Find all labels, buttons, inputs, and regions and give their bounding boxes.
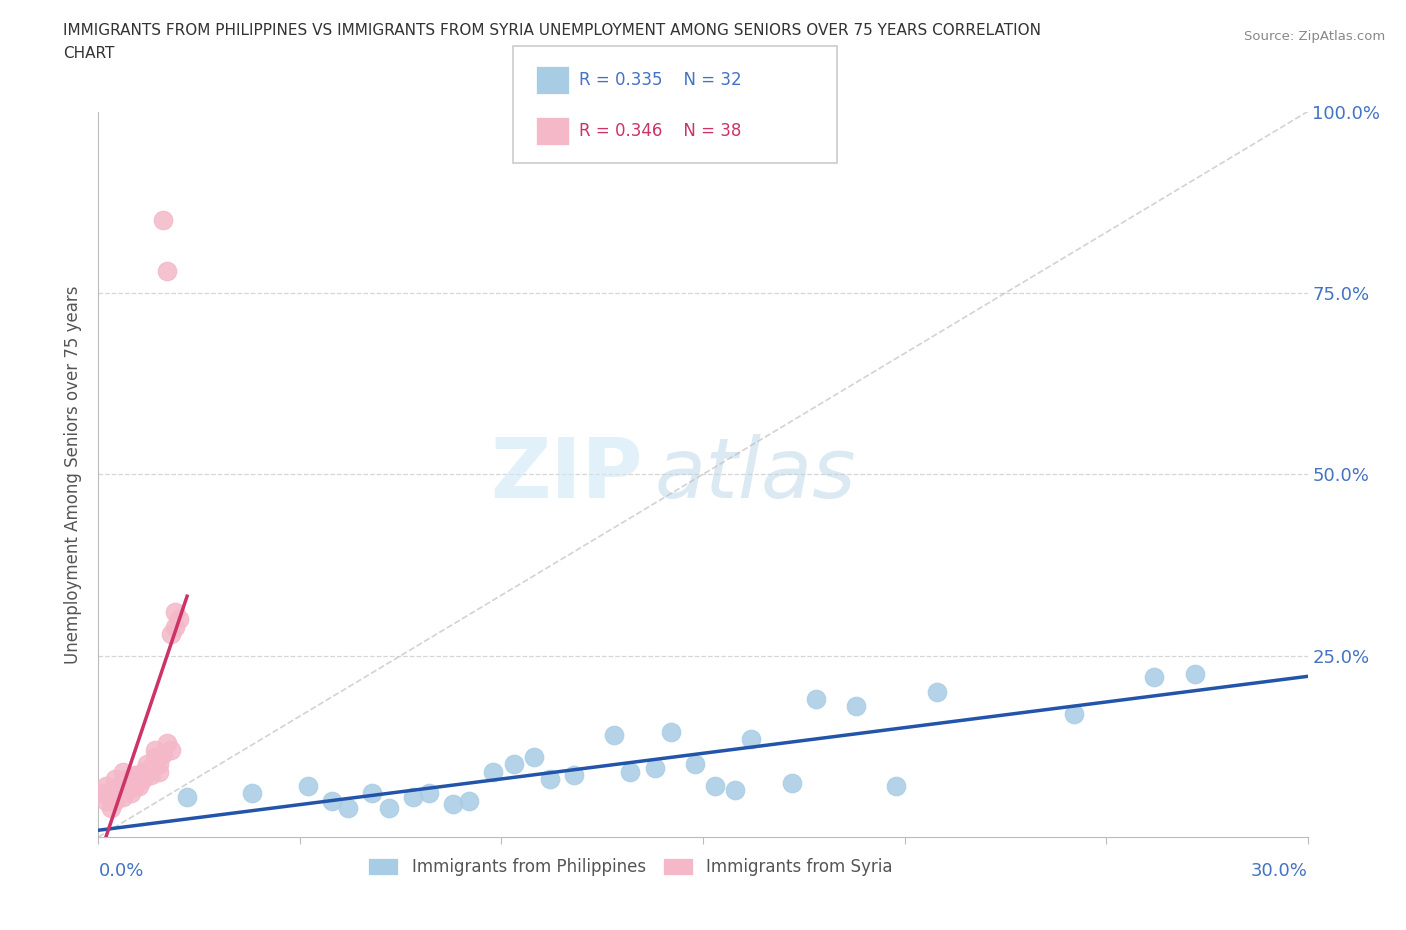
Point [107, 778, 129, 793]
Text: Source: ZipAtlas.com: Source: ZipAtlas.com [1244, 30, 1385, 43]
Point [152, 746, 174, 761]
Point [156, 264, 179, 279]
Point [377, 801, 399, 816]
Point [96, 778, 118, 793]
Point [1063, 706, 1085, 721]
Point [780, 776, 803, 790]
Point [115, 782, 138, 797]
Y-axis label: Unemployment Among Seniors over 75 years: Unemployment Among Seniors over 75 years [63, 286, 82, 663]
Point [103, 793, 125, 808]
Text: 0.0%: 0.0% [98, 862, 143, 881]
Point [148, 764, 170, 779]
Point [124, 778, 146, 793]
Point [402, 790, 425, 804]
Point [886, 778, 908, 793]
Point [156, 736, 179, 751]
Point [120, 786, 142, 801]
Point [111, 764, 134, 779]
Point [143, 750, 166, 764]
Point [139, 761, 162, 776]
Point [804, 692, 827, 707]
Point [538, 772, 561, 787]
Point [562, 768, 585, 783]
Point [704, 778, 727, 793]
Point [115, 772, 138, 787]
Point [132, 764, 155, 779]
Point [619, 764, 641, 779]
Point [603, 728, 626, 743]
Point [139, 768, 162, 783]
Point [845, 699, 868, 714]
Point [502, 757, 524, 772]
Point [1184, 666, 1206, 681]
Text: CHART: CHART [63, 46, 115, 61]
Point [135, 764, 157, 779]
Legend: Immigrants from Philippines, Immigrants from Syria: Immigrants from Philippines, Immigrants … [361, 852, 898, 883]
Text: R = 0.346    N = 38: R = 0.346 N = 38 [579, 122, 741, 140]
Point [644, 761, 666, 776]
Point [163, 604, 186, 619]
Point [135, 757, 157, 772]
Point [441, 797, 464, 812]
Point [683, 757, 706, 772]
Point [111, 790, 134, 804]
Point [143, 742, 166, 757]
Point [160, 742, 183, 757]
Point [659, 724, 682, 739]
Point [523, 750, 546, 764]
Point [91, 786, 114, 801]
Point [152, 213, 174, 228]
Point [361, 786, 384, 801]
Point [482, 764, 505, 779]
Text: atlas: atlas [655, 433, 856, 515]
Point [160, 627, 183, 642]
Text: IMMIGRANTS FROM PHILIPPINES VS IMMIGRANTS FROM SYRIA UNEMPLOYMENT AMONG SENIORS : IMMIGRANTS FROM PHILIPPINES VS IMMIGRANT… [63, 23, 1042, 38]
Point [240, 786, 263, 801]
Point [148, 757, 170, 772]
Point [1143, 670, 1166, 684]
Text: ZIP: ZIP [491, 433, 643, 515]
Point [337, 801, 360, 816]
Point [740, 732, 762, 747]
Point [176, 790, 198, 804]
Point [100, 786, 122, 801]
Point [103, 772, 125, 787]
Text: 30.0%: 30.0% [1251, 862, 1308, 881]
Point [107, 786, 129, 801]
Point [724, 782, 747, 797]
Point [418, 786, 440, 801]
Point [925, 684, 948, 699]
Point [128, 778, 150, 793]
Text: R = 0.335    N = 32: R = 0.335 N = 32 [579, 71, 742, 89]
Point [297, 778, 319, 793]
Point [100, 801, 122, 816]
Point [163, 619, 186, 634]
Point [124, 768, 146, 783]
Point [321, 793, 343, 808]
Point [120, 776, 142, 790]
Point [132, 772, 155, 787]
Point [128, 768, 150, 783]
Point [167, 612, 190, 627]
Point [458, 793, 481, 808]
Point [96, 793, 118, 808]
